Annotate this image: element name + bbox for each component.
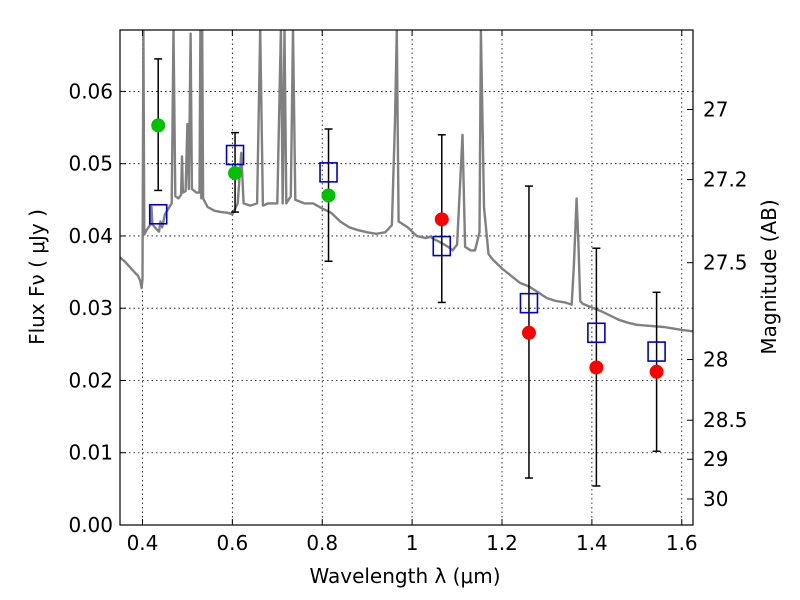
y2-tick-label: 29 [703, 447, 728, 471]
marker-layer [148, 118, 666, 379]
observed-flux-point [589, 360, 604, 375]
y2-tick-label: 27.2 [703, 168, 748, 192]
model-photometry-square [647, 341, 666, 362]
y2-axis-title: Magnitude (AB) [757, 199, 781, 354]
x-tick-label: 0.6 [216, 531, 248, 555]
x-tick-label: 1.2 [486, 531, 518, 555]
model-photometry-square [225, 144, 245, 166]
observed-flux-point [321, 188, 336, 203]
x-tick-label: 0.4 [127, 531, 159, 555]
model-spectrum-line [120, 30, 693, 333]
y2-tick-label: 30 [703, 487, 728, 511]
model-photometry-square [519, 292, 539, 314]
y-tick-label: 0.04 [68, 224, 113, 248]
y2-tick-label: 28.5 [703, 408, 748, 432]
y-axis-title: Flux Fν ( μJy ) [25, 209, 49, 345]
x-tick-label: 1.6 [666, 531, 698, 555]
y2-tick-label: 27.5 [703, 251, 748, 275]
observed-flux-point [151, 118, 166, 133]
y-tick-label: 0.05 [68, 152, 113, 176]
y2-tick-label: 27 [703, 97, 728, 121]
y-tick-label: 0.00 [68, 513, 113, 537]
x-axis-title: Wavelength λ (μm) [309, 564, 500, 588]
y-tick-label: 0.02 [68, 368, 113, 392]
observed-flux-point [434, 212, 449, 227]
spectrum-layer [120, 30, 693, 333]
y2-tick-label: 28 [703, 348, 728, 372]
y-tick-label: 0.06 [68, 79, 113, 103]
model-photometry-square [148, 203, 168, 225]
y-tick-label: 0.03 [68, 296, 113, 320]
observed-flux-point [521, 325, 536, 340]
model-photometry-square [319, 162, 338, 183]
model-photometry-square [432, 235, 452, 257]
x-tick-label: 1.4 [576, 531, 608, 555]
x-tick-label: 0.8 [306, 531, 338, 555]
tick-layer: 0.4 0.6 0.8 1 1.2 1.4 1.6 0.00 0.01 0.02 0.03 0.04 0… [68, 30, 748, 555]
plot-frame [119, 29, 694, 526]
observed-flux-point [649, 364, 664, 379]
observed-flux-point [228, 166, 243, 181]
x-tick-label: 1 [406, 531, 419, 555]
y-tick-label: 0.01 [68, 441, 113, 465]
model-photometry-square [587, 322, 606, 344]
